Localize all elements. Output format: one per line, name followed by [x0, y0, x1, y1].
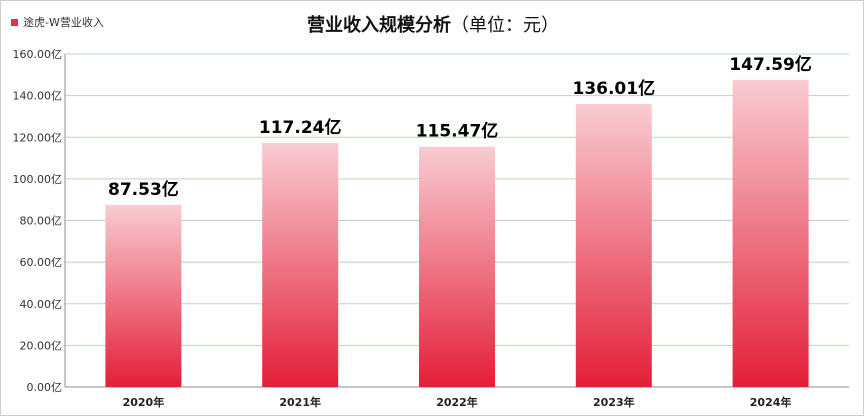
- legend: 途虎-W营业收入: [11, 14, 104, 30]
- x-tick-label: 2024年: [750, 395, 792, 409]
- data-label: 115.47亿: [416, 121, 499, 142]
- y-tick-label: 120.00亿: [13, 131, 63, 144]
- y-tick-label: 160.00亿: [13, 48, 63, 61]
- legend-label: 途虎-W营业收入: [23, 16, 104, 29]
- bar: [262, 142, 339, 387]
- bar: [575, 103, 652, 387]
- chart-title-unit: （单位：元）: [451, 15, 559, 36]
- y-tick-label: 20.00亿: [20, 339, 63, 352]
- x-tick-label: 2021年: [279, 395, 321, 409]
- legend-swatch: [11, 18, 18, 26]
- bar: [105, 204, 182, 387]
- y-tick-label: 40.00亿: [20, 298, 63, 311]
- data-label: 136.01亿: [572, 78, 655, 99]
- y-tick-label: 0.00亿: [27, 381, 63, 394]
- data-label: 87.53亿: [108, 179, 179, 200]
- chart-title: 营业收入规模分析: [307, 15, 451, 36]
- data-label: 147.59亿: [729, 54, 812, 75]
- y-tick-label: 100.00亿: [13, 173, 63, 186]
- x-tick-label: 2020年: [123, 395, 165, 409]
- bar: [419, 146, 495, 387]
- chart-title-block: 营业收入规模分析（单位：元）: [1, 11, 864, 37]
- data-label: 117.24亿: [259, 117, 342, 138]
- bar: [732, 79, 809, 388]
- y-tick-label: 60.00亿: [20, 256, 63, 269]
- y-tick-label: 140.00亿: [13, 90, 63, 103]
- x-tick-label: 2022年: [436, 395, 478, 409]
- x-tick-label: 2023年: [593, 395, 635, 409]
- y-tick-label: 80.00亿: [20, 215, 63, 228]
